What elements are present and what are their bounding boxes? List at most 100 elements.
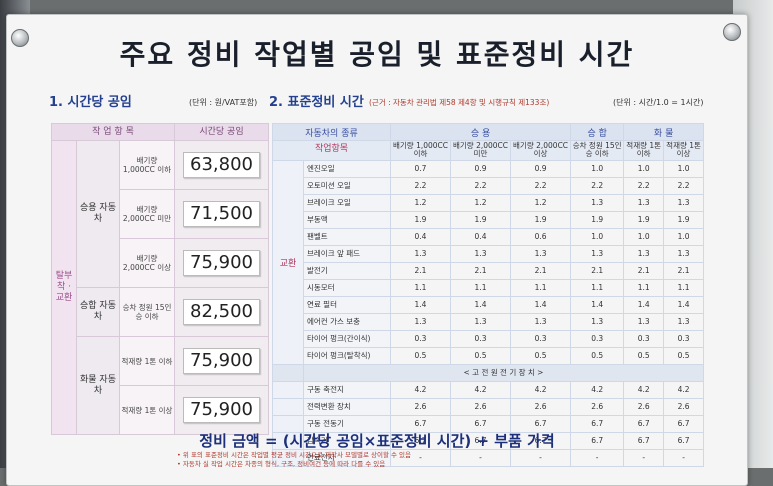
group-van-header: 승 합	[570, 123, 625, 141]
time-value: 1.3	[623, 312, 665, 331]
time-value: -	[570, 448, 625, 467]
group-truck-header: 화 물	[623, 123, 704, 141]
time-value: 1.3	[570, 244, 625, 263]
time-value: 2.2	[510, 176, 572, 195]
table-row: 브레이크 오일 1.2 1.2 1.2 1.3 1.3 1.3	[273, 193, 704, 212]
work-item: 타이어 펑크(탈착식)	[303, 346, 391, 365]
footnote: • 위 표의 표준정비 시간은 작업별 평균 정비 시간으로 제작사 모델별로 …	[177, 451, 412, 459]
time-value: 0.9	[450, 159, 512, 178]
time-value: 2.1	[623, 261, 665, 280]
time-value: -	[663, 448, 704, 467]
work-item: 팬벨트	[303, 227, 391, 246]
time-value: 4.2	[663, 380, 704, 399]
time-value: 2.2	[450, 176, 512, 195]
table-row: 타이어 펑크(간이식) 0.3 0.3 0.3 0.3 0.3 0.3	[273, 329, 704, 348]
time-value: 1.9	[570, 210, 625, 229]
section2-title: 2. 표준정비 시간	[269, 95, 364, 110]
time-value: 1.9	[663, 210, 704, 229]
time-value: -	[510, 448, 572, 467]
time-value: 0.4	[389, 227, 452, 246]
time-value: 1.0	[663, 159, 704, 178]
time-value: 1.4	[623, 295, 665, 314]
work-item: 감속기	[303, 431, 391, 450]
time-value: 1.0	[570, 227, 625, 246]
section2-unit: (단위 : 시간/1.0 = 1시간)	[613, 98, 704, 107]
pushpin-icon	[723, 23, 741, 41]
column-header: 배기량 2,000CC 미만	[450, 140, 512, 161]
time-value: 4.2	[389, 380, 452, 399]
time-value: 4.2	[570, 380, 625, 399]
table-row: 팬벨트 0.4 0.4 0.6 1.0 1.0 1.0	[273, 227, 704, 246]
sub-label: 배기량 2,000CC 미만	[119, 189, 175, 239]
table-row: 전력변환 장치 2.6 2.6 2.6 2.6 2.6 2.6	[272, 397, 704, 416]
time-value: 2.1	[510, 261, 572, 280]
column-header: 배기량 1,000CC 이하	[389, 140, 452, 161]
time-value: 1.0	[623, 159, 665, 178]
rate-value: 63,800	[183, 152, 260, 178]
table-row: 부동액 1.9 1.9 1.9 1.9 1.9 1.9	[273, 210, 704, 229]
time-value: 1.9	[510, 210, 572, 229]
empty-cell	[272, 414, 304, 433]
table-row: 에어컨 가스 보충 1.3 1.3 1.3 1.3 1.3 1.3	[273, 312, 704, 331]
time-value: 2.6	[510, 397, 572, 416]
sub-label: 승차 정원 15인승 이하	[119, 287, 175, 337]
section1-title: 1. 시간당 공임	[49, 95, 132, 110]
footnote: • 자동차 실 작업 시간은 차종의 형식, 구조, 정비여건 등에 따라 다를…	[177, 460, 386, 468]
work-item: 부동액	[303, 210, 391, 229]
header-hourly-rate: 시간당 공임	[174, 123, 269, 141]
rate-value: 71,500	[183, 201, 260, 227]
time-value: -	[450, 448, 512, 467]
column-header: 승차 정원 15인승 이하	[570, 140, 625, 161]
time-value: 1.3	[663, 244, 704, 263]
time-value: 1.1	[510, 278, 572, 297]
rate-value: 75,900	[183, 397, 260, 423]
table-row: 구동 축전지 4.2 4.2 4.2 4.2 4.2 4.2	[272, 380, 704, 399]
empty-cell	[272, 363, 304, 382]
time-value: 1.4	[389, 295, 452, 314]
time-value: 0.5	[663, 346, 704, 365]
work-item: 구동 전동기	[303, 414, 391, 433]
work-item: 브레이크 오일	[303, 193, 391, 212]
vehicle-type-label: 자동차의 종류	[272, 123, 391, 141]
time-value: 1.3	[389, 312, 452, 331]
time-value: 1.2	[450, 193, 512, 212]
table-row: 브레이크 앞 패드 1.3 1.3 1.3 1.3 1.3 1.3	[273, 244, 704, 263]
time-value: 0.5	[623, 346, 665, 365]
time-value: 1.0	[663, 227, 704, 246]
time-value: 1.1	[663, 278, 704, 297]
time-value: 1.3	[663, 193, 704, 212]
group-truck: 화물 자동차	[76, 336, 120, 435]
time-value: 0.3	[510, 329, 572, 348]
sub-label: 적재량 1톤 이상	[119, 385, 175, 435]
work-item: 브레이크 앞 패드	[303, 244, 391, 263]
header-work-item: 작 업 항 목	[51, 123, 175, 141]
work-item: 시동모터	[303, 278, 391, 297]
time-value: 2.6	[389, 397, 452, 416]
table-row: 시동모터 1.1 1.1 1.1 1.1 1.1 1.1	[273, 278, 704, 297]
time-value: 1.1	[623, 278, 665, 297]
time-value: 2.2	[663, 176, 704, 195]
sub-label: 배기량 2,000CC 이상	[119, 238, 175, 288]
empty-cell	[272, 397, 304, 416]
time-value: 0.3	[663, 329, 704, 348]
time-value: 1.1	[389, 278, 452, 297]
table-row: 연료 필터 1.4 1.4 1.4 1.4 1.4 1.4	[273, 295, 704, 314]
time-value: 2.1	[450, 261, 512, 280]
high-voltage-band: < 고 전 원 전 기 장 치 >	[303, 363, 704, 382]
category-label: 탈부착 · 교환	[51, 140, 77, 435]
time-value: 1.3	[510, 244, 572, 263]
time-value: 0.5	[389, 346, 452, 365]
time-value: 2.1	[570, 261, 625, 280]
section1-unit: (단위 : 원/VAT포함)	[189, 98, 258, 107]
time-value: 2.2	[623, 176, 665, 195]
time-value: 1.3	[570, 193, 625, 212]
time-value: 1.2	[389, 193, 452, 212]
time-value: 2.6	[623, 397, 665, 416]
work-item: 연료전지	[303, 448, 391, 467]
time-value: 1.1	[450, 278, 512, 297]
work-item: 타이어 펑크(간이식)	[303, 329, 391, 348]
table-row: 타이어 펑크(탈착식) 0.5 0.5 0.5 0.5 0.5 0.5	[273, 346, 704, 365]
time-value: 1.3	[389, 244, 452, 263]
time-value: 0.3	[450, 329, 512, 348]
sub-label: 배기량 1,000CC 이하	[119, 140, 175, 190]
